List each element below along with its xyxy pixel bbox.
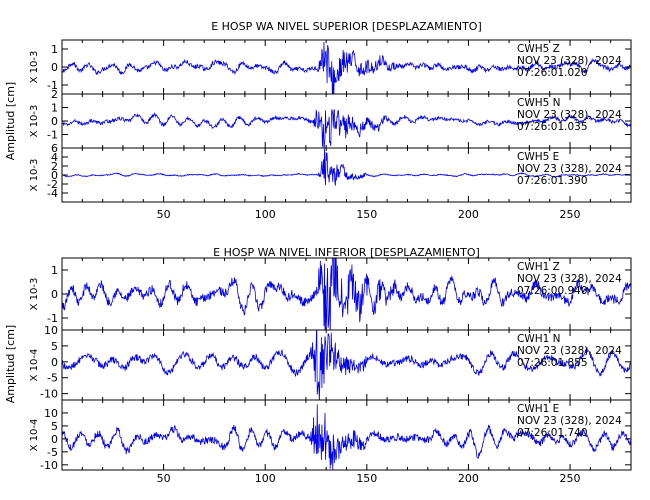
y-tick-label: 5 — [51, 340, 58, 353]
station-label: CWH5 N — [517, 97, 560, 109]
time-label: 07:26:01.035 — [517, 121, 588, 133]
station-label: CWH5 E — [517, 151, 559, 163]
y-tick-label: 0 — [51, 433, 58, 446]
exponent-label: X 10-3 — [29, 51, 40, 84]
chart-block-2: E HOSP WA NIVEL INFERIOR [DESPLAZAMIENTO… — [4, 246, 632, 485]
y-tick-label: -4 — [47, 187, 58, 200]
exponent-label: X 10-4 — [29, 349, 40, 382]
y-tick-label: -5 — [47, 446, 58, 459]
y-tick-label: 5 — [51, 420, 58, 433]
y-tick-label: -5 — [47, 372, 58, 385]
waveform-line — [62, 42, 631, 94]
y-tick-label: 0 — [51, 61, 58, 74]
x-tick-label: 50 — [157, 208, 171, 221]
exponent-label: X 10-3 — [29, 159, 40, 192]
date-label: NOV 23 (328), 2024 — [517, 415, 622, 427]
x-tick-label: 200 — [458, 208, 479, 221]
y-tick-label: 0 — [51, 356, 58, 369]
y-tick-label: 1 — [51, 43, 58, 56]
x-tick-label: 100 — [255, 208, 276, 221]
exponent-label: X 10-3 — [29, 105, 40, 138]
date-label: NOV 23 (328), 2024 — [517, 345, 622, 357]
time-label: 07:26:00.940 — [517, 285, 588, 297]
y-tick-label: 1 — [51, 102, 58, 115]
y-tick-label: -10 — [40, 388, 58, 401]
y-tick-label: -1 — [47, 79, 58, 92]
x-tick-label: 200 — [458, 472, 479, 485]
station-label: CWH5 Z — [517, 43, 560, 55]
y-tick-label: 2 — [51, 88, 58, 101]
x-tick-label: 50 — [157, 472, 171, 485]
station-label: CWH1 Z — [517, 261, 560, 273]
chart-title: E HOSP WA NIVEL INFERIOR [DESPLAZAMIENTO… — [213, 246, 480, 259]
y-tick-label: 0 — [51, 115, 58, 128]
waveform-line — [62, 148, 631, 186]
time-label: 07:26:01.855 — [517, 357, 588, 369]
waveform-line — [62, 258, 631, 330]
y-tick-label: 4 — [51, 151, 58, 164]
time-label: 07:26:01.390 — [517, 175, 588, 187]
y-tick-label: -1 — [47, 312, 58, 325]
y-tick-label: -2 — [47, 178, 58, 191]
date-label: NOV 23 (328), 2024 — [517, 273, 622, 285]
x-tick-label: 150 — [356, 208, 377, 221]
x-tick-label: 100 — [255, 472, 276, 485]
y-tick-label: 2 — [51, 160, 58, 173]
date-label: NOV 23 (328), 2024 — [517, 55, 622, 67]
y-tick-label: 6 — [51, 142, 58, 155]
chart-block-1: E HOSP WA NIVEL SUPERIOR [DESPLAZAMIENTO… — [4, 20, 632, 221]
x-tick-label: 250 — [560, 208, 581, 221]
y-tick-label: 1 — [51, 264, 58, 277]
y-tick-label: 10 — [44, 324, 58, 337]
time-label: 07:26:01.020 — [517, 67, 588, 79]
y-axis-label: Amplitud [cm] — [4, 325, 17, 403]
waveform-line — [62, 330, 631, 400]
y-axis-label: Amplitud [cm] — [4, 82, 17, 160]
exponent-label: X 10-4 — [29, 419, 40, 452]
chart-title: E HOSP WA NIVEL SUPERIOR [DESPLAZAMIENTO… — [211, 20, 482, 33]
y-tick-label: 0 — [51, 169, 58, 182]
station-label: CWH1 E — [517, 403, 559, 415]
date-label: NOV 23 (328), 2024 — [517, 109, 622, 121]
station-label: CWH1 N — [517, 333, 560, 345]
y-tick-label: -10 — [40, 459, 58, 472]
y-tick-label: 0 — [51, 288, 58, 301]
y-tick-label: -1 — [47, 129, 58, 142]
exponent-label: X 10-3 — [29, 278, 40, 311]
x-tick-label: 150 — [356, 472, 377, 485]
x-tick-label: 250 — [560, 472, 581, 485]
y-tick-label: 10 — [44, 407, 58, 420]
waveform-line — [62, 108, 631, 148]
date-label: NOV 23 (328), 2024 — [517, 163, 622, 175]
time-label: 07:26:01.740 — [517, 427, 588, 439]
waveform-line — [62, 404, 631, 470]
